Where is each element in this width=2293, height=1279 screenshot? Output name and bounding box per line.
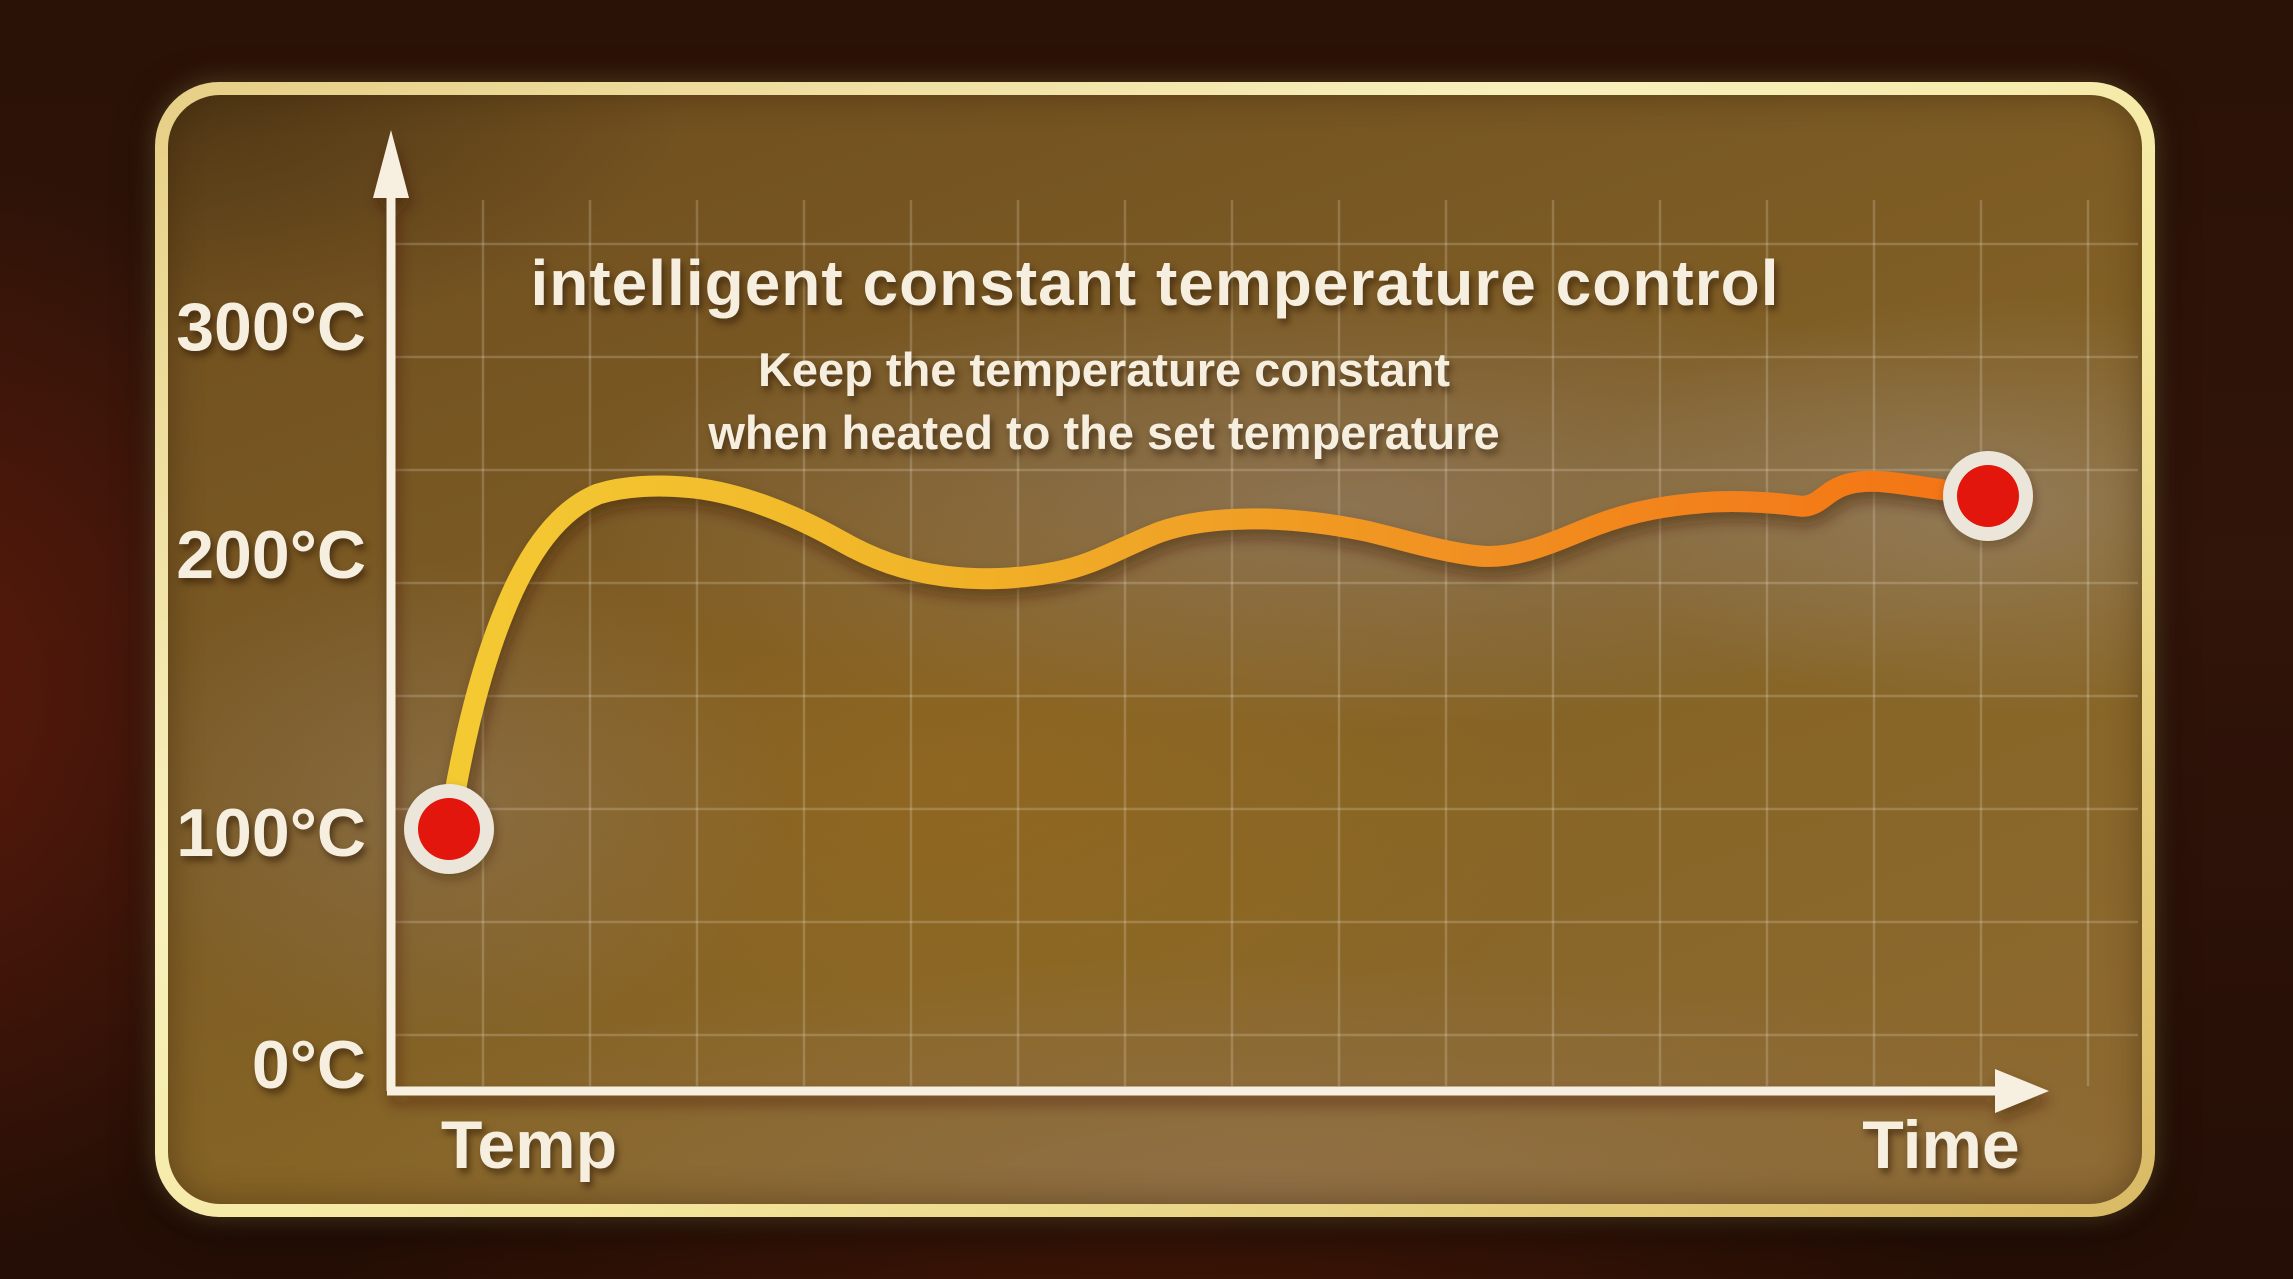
chart-subtitle-line2: when heated to the set temperature [708,406,1500,459]
grid-lines [392,200,2138,1086]
x-axis-arrow-icon [1995,1069,2049,1113]
y-axis-name-temp: Temp [440,1107,618,1183]
start-point-dot [418,798,480,860]
y-tick-200c: 200°C [176,517,366,593]
end-point-dot [1957,465,2019,527]
x-axis-name-time: Time [1862,1107,2020,1183]
end-point-marker [1943,451,2033,541]
start-point-marker [404,784,494,874]
y-tick-300c: 300°C [176,289,366,365]
panel-gold-frame [155,82,2155,1217]
y-tick-0c: 0°C [251,1027,366,1103]
y-tick-100c: 100°C [176,795,366,871]
chart-title: intelligent constant temperature control [530,247,1780,319]
axes [373,130,2049,1113]
temperature-curve [438,470,1999,840]
y-axis-arrow-icon [373,130,409,198]
chart-subtitle-line1: Keep the temperature constant [757,343,1451,396]
